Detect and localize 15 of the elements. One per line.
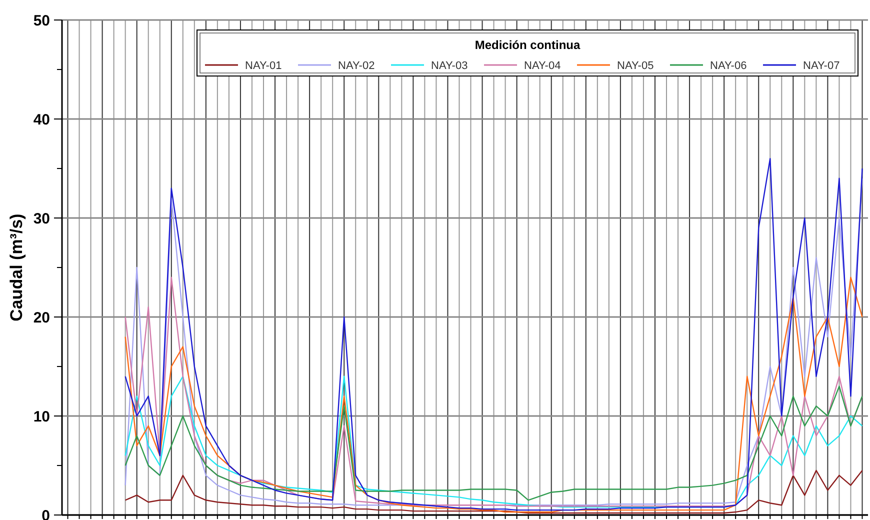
y-axis-title: Caudal (m³/s) xyxy=(7,214,26,322)
legend-label: NAY-01 xyxy=(245,60,282,72)
line-series xyxy=(124,470,863,514)
legend-label: NAY-03 xyxy=(431,60,468,72)
legend-label: NAY-07 xyxy=(803,60,840,72)
legend-title: Medición continua xyxy=(474,38,580,52)
y-tick-label: 10 xyxy=(33,408,50,426)
y-tick-label: 50 xyxy=(33,12,50,30)
y-tick-label: 20 xyxy=(33,309,50,326)
legend-label: NAY-04 xyxy=(524,60,561,72)
legend-label: NAY-05 xyxy=(617,60,654,72)
y-tick-label: 30 xyxy=(33,210,50,228)
legend-label: NAY-06 xyxy=(710,60,747,72)
y-tick-label: 40 xyxy=(33,111,50,128)
legend-label: NAY-02 xyxy=(338,60,375,72)
